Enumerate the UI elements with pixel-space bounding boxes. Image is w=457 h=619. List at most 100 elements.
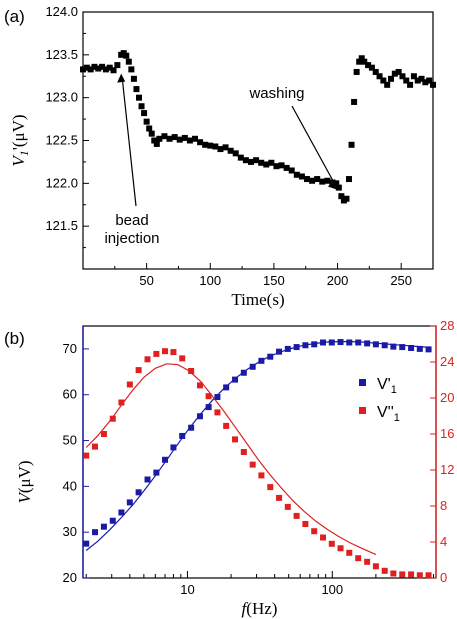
panel-b-point-v1-prime [346,339,352,345]
panel-a-point [111,67,117,73]
panel-b-point-v1-prime [83,541,89,547]
panel-b-point-v1-prime [294,344,300,350]
panel-b-point-v1-double-prime [258,472,264,478]
panel-b-ytick-right-label: 8 [440,498,447,513]
panel-a-point [133,86,139,92]
panel-a-ytick-label: 123.0 [45,90,78,105]
panel-a-point [144,119,150,125]
panel-b-xlabel: f(Hz) [242,599,278,618]
panel-b-point-v1-double-prime [206,393,212,399]
panel-b-point-v1-prime [426,346,432,352]
panel-b-ytick-right-label: 0 [440,570,447,585]
panel-b-ytick-left-label: 20 [63,570,77,585]
legend-label: V''1 [377,404,400,424]
panel-a-point [154,141,160,147]
panel-b-point-v1-prime [338,339,344,345]
panel-a-point [114,62,120,68]
panel-b-point-v1-double-prime [355,555,361,561]
panel-a-point [141,110,147,116]
panel-b-ytick-left-label: 50 [63,433,77,448]
panel-b-fits [86,342,431,555]
panel-b-point-v1-double-prime [223,423,229,429]
panel-b-label: (b) [4,329,25,348]
panel-b-ytick-left-label: 60 [63,387,77,402]
panel-a-point [430,82,436,88]
panel-b-point-v1-prime [320,339,326,345]
panel-b-ytick-left-label: 70 [63,341,77,356]
panel-b-xtick-label: 100 [321,582,343,597]
panel-b-point-v1-double-prime [294,513,300,519]
panel-b-point-v1-double-prime [101,431,107,437]
panel-b-point-v1-double-prime [127,382,133,388]
panel-b-point-v1-double-prime [145,356,151,362]
legend-label: V'1 [377,376,397,396]
panel-b-point-v1-double-prime [197,382,203,388]
panel-b-ytick-right-label: 28 [440,318,454,333]
panel-b-point-v1-prime [390,344,396,350]
panel-a-point [336,185,342,191]
annotation-washing: washing [248,85,304,102]
panel-b: (b) 10 1002030405060700481216202428 V'1V'… [4,318,454,618]
panel-b-point-v1-prime [373,341,379,347]
panel-a-point [136,95,142,101]
panel-b-point-v1-prime [355,339,361,345]
annotation-bead-line1: bead [115,212,148,229]
panel-a-xtick-label: 200 [327,273,349,288]
legend-marker [359,379,366,386]
panel-a-ytick-label: 122.5 [45,133,78,148]
panel-b-ylabel-rest: (μV) [15,460,34,493]
panel-b-point-v1-double-prime [118,400,124,406]
panel-a-xtick-label: 100 [199,273,221,288]
panel-b-point-v1-prime [285,346,291,352]
panel-a-ytick-label: 124.0 [45,4,78,19]
panel-b-point-v1-prime [101,524,107,530]
panel-a-xlabel: Time(s) [231,290,284,309]
panel-b-point-v1-prime [382,342,388,348]
panel-b-point-v1-prime [188,425,194,431]
panel-b-ytick-left-label: 30 [63,524,77,539]
panel-b-ytick-right-label: 4 [440,534,447,549]
panel-b-ytick-right-label: 20 [440,390,454,405]
panel-b-ytick-right-label: 16 [440,426,454,441]
panel-a-ytick-label: 121.5 [45,218,78,233]
panel-b-point-v1-double-prime [170,349,176,355]
panel-b-point-v1-double-prime [302,521,308,527]
panel-b-point-v1-double-prime [92,444,98,450]
panel-a-point [123,53,129,59]
panel-b-point-v1-double-prime [390,571,396,577]
panel-a-xtick-label: 250 [390,273,412,288]
panel-b-point-v1-prime [276,349,282,355]
panel-b-point-v1-double-prime [232,436,238,442]
panel-b-point-v1-double-prime [364,559,370,565]
panel-b-point-v1-double-prime [188,368,194,374]
panel-b-point-v1-prime [399,344,405,350]
panel-a-point [146,126,152,132]
panel-b-point-v1-prime [92,529,98,535]
panel-b-point-v1-double-prime [338,545,344,551]
annotation-bead-line2: injection [104,230,159,247]
panel-a-ytick-label: 122.0 [45,175,78,190]
panel-b-ytick-right-label: 12 [440,462,454,477]
panel-a: (a) 50 100 150 200 250121.5122.0122.5123.012… [4,4,436,309]
panel-b-point-v1-double-prime [329,541,335,547]
panel-b-point-v1-double-prime [399,571,405,577]
panel-a-point [126,59,132,65]
panel-b-point-v1-prime [136,489,142,495]
panel-b-point-v1-double-prime [382,568,388,574]
panel-b-legend: V'1 V''1 [359,376,400,424]
panel-b-point-v1-double-prime [285,504,291,510]
annotation-bead-arrow [122,78,136,206]
panel-b-point-v1-prime [118,509,124,515]
panel-b-point-v1-prime [127,499,133,505]
panel-b-point-v1-prime [223,384,229,390]
panel-b-point-v1-double-prime [241,449,247,455]
panel-a-point [384,82,390,88]
panel-b-point-v1-prime [302,342,308,348]
panel-b-point-v1-prime [311,341,317,347]
panel-a-point [388,76,394,82]
panel-b-point-v1-prime [241,370,247,376]
panel-b-point-v1-double-prime [408,571,414,577]
panel-a-ticks: 50 100 150 200 250 121.5 122.0 122.5 123.0 123.5 1… [45,4,412,288]
panel-b-point-v1-double-prime [136,367,142,373]
panel-b-point-v1-double-prime [214,409,220,415]
